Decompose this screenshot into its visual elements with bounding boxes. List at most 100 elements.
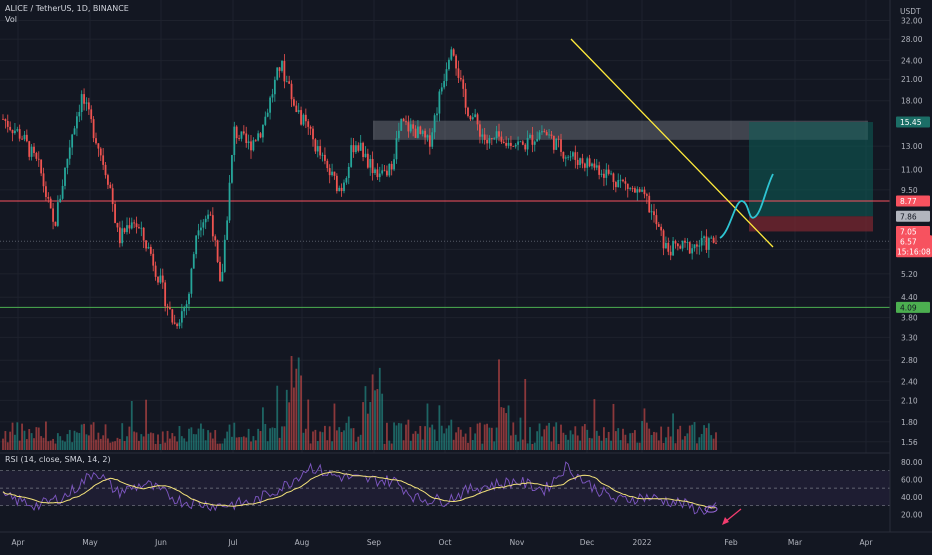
candle-body xyxy=(457,68,460,78)
volume-bar xyxy=(145,399,147,450)
candle-body xyxy=(214,236,217,241)
volume-bar xyxy=(552,426,555,450)
candle-body xyxy=(653,211,655,216)
volume-bar xyxy=(464,433,467,450)
volume-bar xyxy=(192,434,195,450)
volume-bar xyxy=(135,432,138,450)
volume-bar xyxy=(560,424,562,450)
candle-body xyxy=(381,170,384,174)
candle-body xyxy=(54,221,57,226)
candle-body xyxy=(295,105,298,113)
volume-bar xyxy=(541,436,543,450)
volume-bar xyxy=(493,441,496,450)
volume-bar xyxy=(259,431,262,450)
volume-bar xyxy=(35,427,38,450)
candle-body xyxy=(11,129,14,134)
candle-body xyxy=(448,59,450,70)
candle-body xyxy=(572,152,574,157)
candle-body xyxy=(338,187,341,192)
rsi-pane xyxy=(0,452,932,532)
volume-bar xyxy=(161,431,164,450)
candle-body xyxy=(619,179,622,181)
time-tick-label: Nov xyxy=(510,538,525,547)
candle-body xyxy=(438,91,441,114)
volume-bar xyxy=(97,432,100,450)
volume-bar xyxy=(278,437,281,450)
volume-bar xyxy=(481,443,484,450)
candle-body xyxy=(240,131,243,139)
candle-body xyxy=(83,94,85,104)
volume-bar xyxy=(49,440,52,450)
volume-bar xyxy=(600,440,603,450)
volume-bar xyxy=(11,422,14,450)
candle-body xyxy=(462,79,465,89)
rsi-label[interactable]: RSI (14, close, SMA, 14, 2) xyxy=(5,455,111,464)
volume-bar xyxy=(266,441,269,450)
volume-bar xyxy=(622,428,624,450)
volume-bar xyxy=(388,440,391,450)
volume-bar xyxy=(674,443,677,450)
candle-body xyxy=(76,116,78,129)
candle-body xyxy=(476,114,479,125)
candle-body xyxy=(56,202,59,226)
candle-body xyxy=(529,134,531,138)
candle-body xyxy=(316,146,319,152)
candle-body xyxy=(197,230,200,236)
volume-bar xyxy=(409,440,412,450)
candle-body xyxy=(490,138,493,139)
volume-bar xyxy=(495,427,498,450)
candle-body xyxy=(37,158,40,160)
volume-bar xyxy=(138,440,140,450)
candle-body xyxy=(371,158,374,174)
candle-body xyxy=(433,115,436,133)
volume-bar xyxy=(195,434,198,450)
volume-bar xyxy=(173,436,176,450)
candle-body xyxy=(550,134,553,136)
candle-body xyxy=(142,227,145,241)
volume-bar xyxy=(340,432,343,450)
candle-body xyxy=(9,126,12,130)
volume-bar xyxy=(545,425,548,450)
price-tick-label: 1.80 xyxy=(901,418,918,427)
volume-bar xyxy=(355,441,357,450)
candle-body xyxy=(123,228,126,233)
volume-bar xyxy=(424,426,426,450)
volume-bar xyxy=(56,433,59,450)
rsi-tick-label: 20.00 xyxy=(901,510,923,519)
candle-body xyxy=(545,132,548,136)
volume-bar xyxy=(288,402,291,450)
symbol-title[interactable]: ALICE / TetherUS, 1D, BINANCE xyxy=(5,4,129,13)
volume-bar xyxy=(14,434,16,450)
candle-body xyxy=(536,138,539,142)
candle-body xyxy=(357,145,360,151)
volume-bar xyxy=(667,426,670,450)
candle-body xyxy=(641,189,643,192)
volume-bar xyxy=(636,442,639,450)
candle-body xyxy=(443,81,446,88)
candle-body xyxy=(421,130,424,134)
price-tick-label: 21.00 xyxy=(901,75,923,84)
candle-body xyxy=(161,275,164,283)
volume-bar xyxy=(149,432,152,450)
price-axis-bg xyxy=(890,0,932,550)
rsi-arrow-shaft xyxy=(724,508,742,523)
candle-body xyxy=(500,136,503,142)
time-tick-label: Apr xyxy=(12,538,26,547)
volume-label[interactable]: Vol xyxy=(5,15,17,24)
candle-body xyxy=(407,122,410,132)
volume-bar xyxy=(188,428,190,450)
volume-bar xyxy=(350,428,353,450)
volume-bar xyxy=(507,405,510,450)
volume-bar xyxy=(211,438,214,450)
time-tick-label: Jun xyxy=(154,538,167,547)
candle-body xyxy=(300,110,302,125)
volume-bar xyxy=(524,378,527,450)
candle-body xyxy=(266,112,269,117)
candle-body xyxy=(138,227,140,229)
price-tick-label: 2.10 xyxy=(901,396,918,405)
volume-bar xyxy=(712,438,715,450)
candle-body xyxy=(543,131,546,133)
price-tick-label: 32.00 xyxy=(901,16,923,25)
